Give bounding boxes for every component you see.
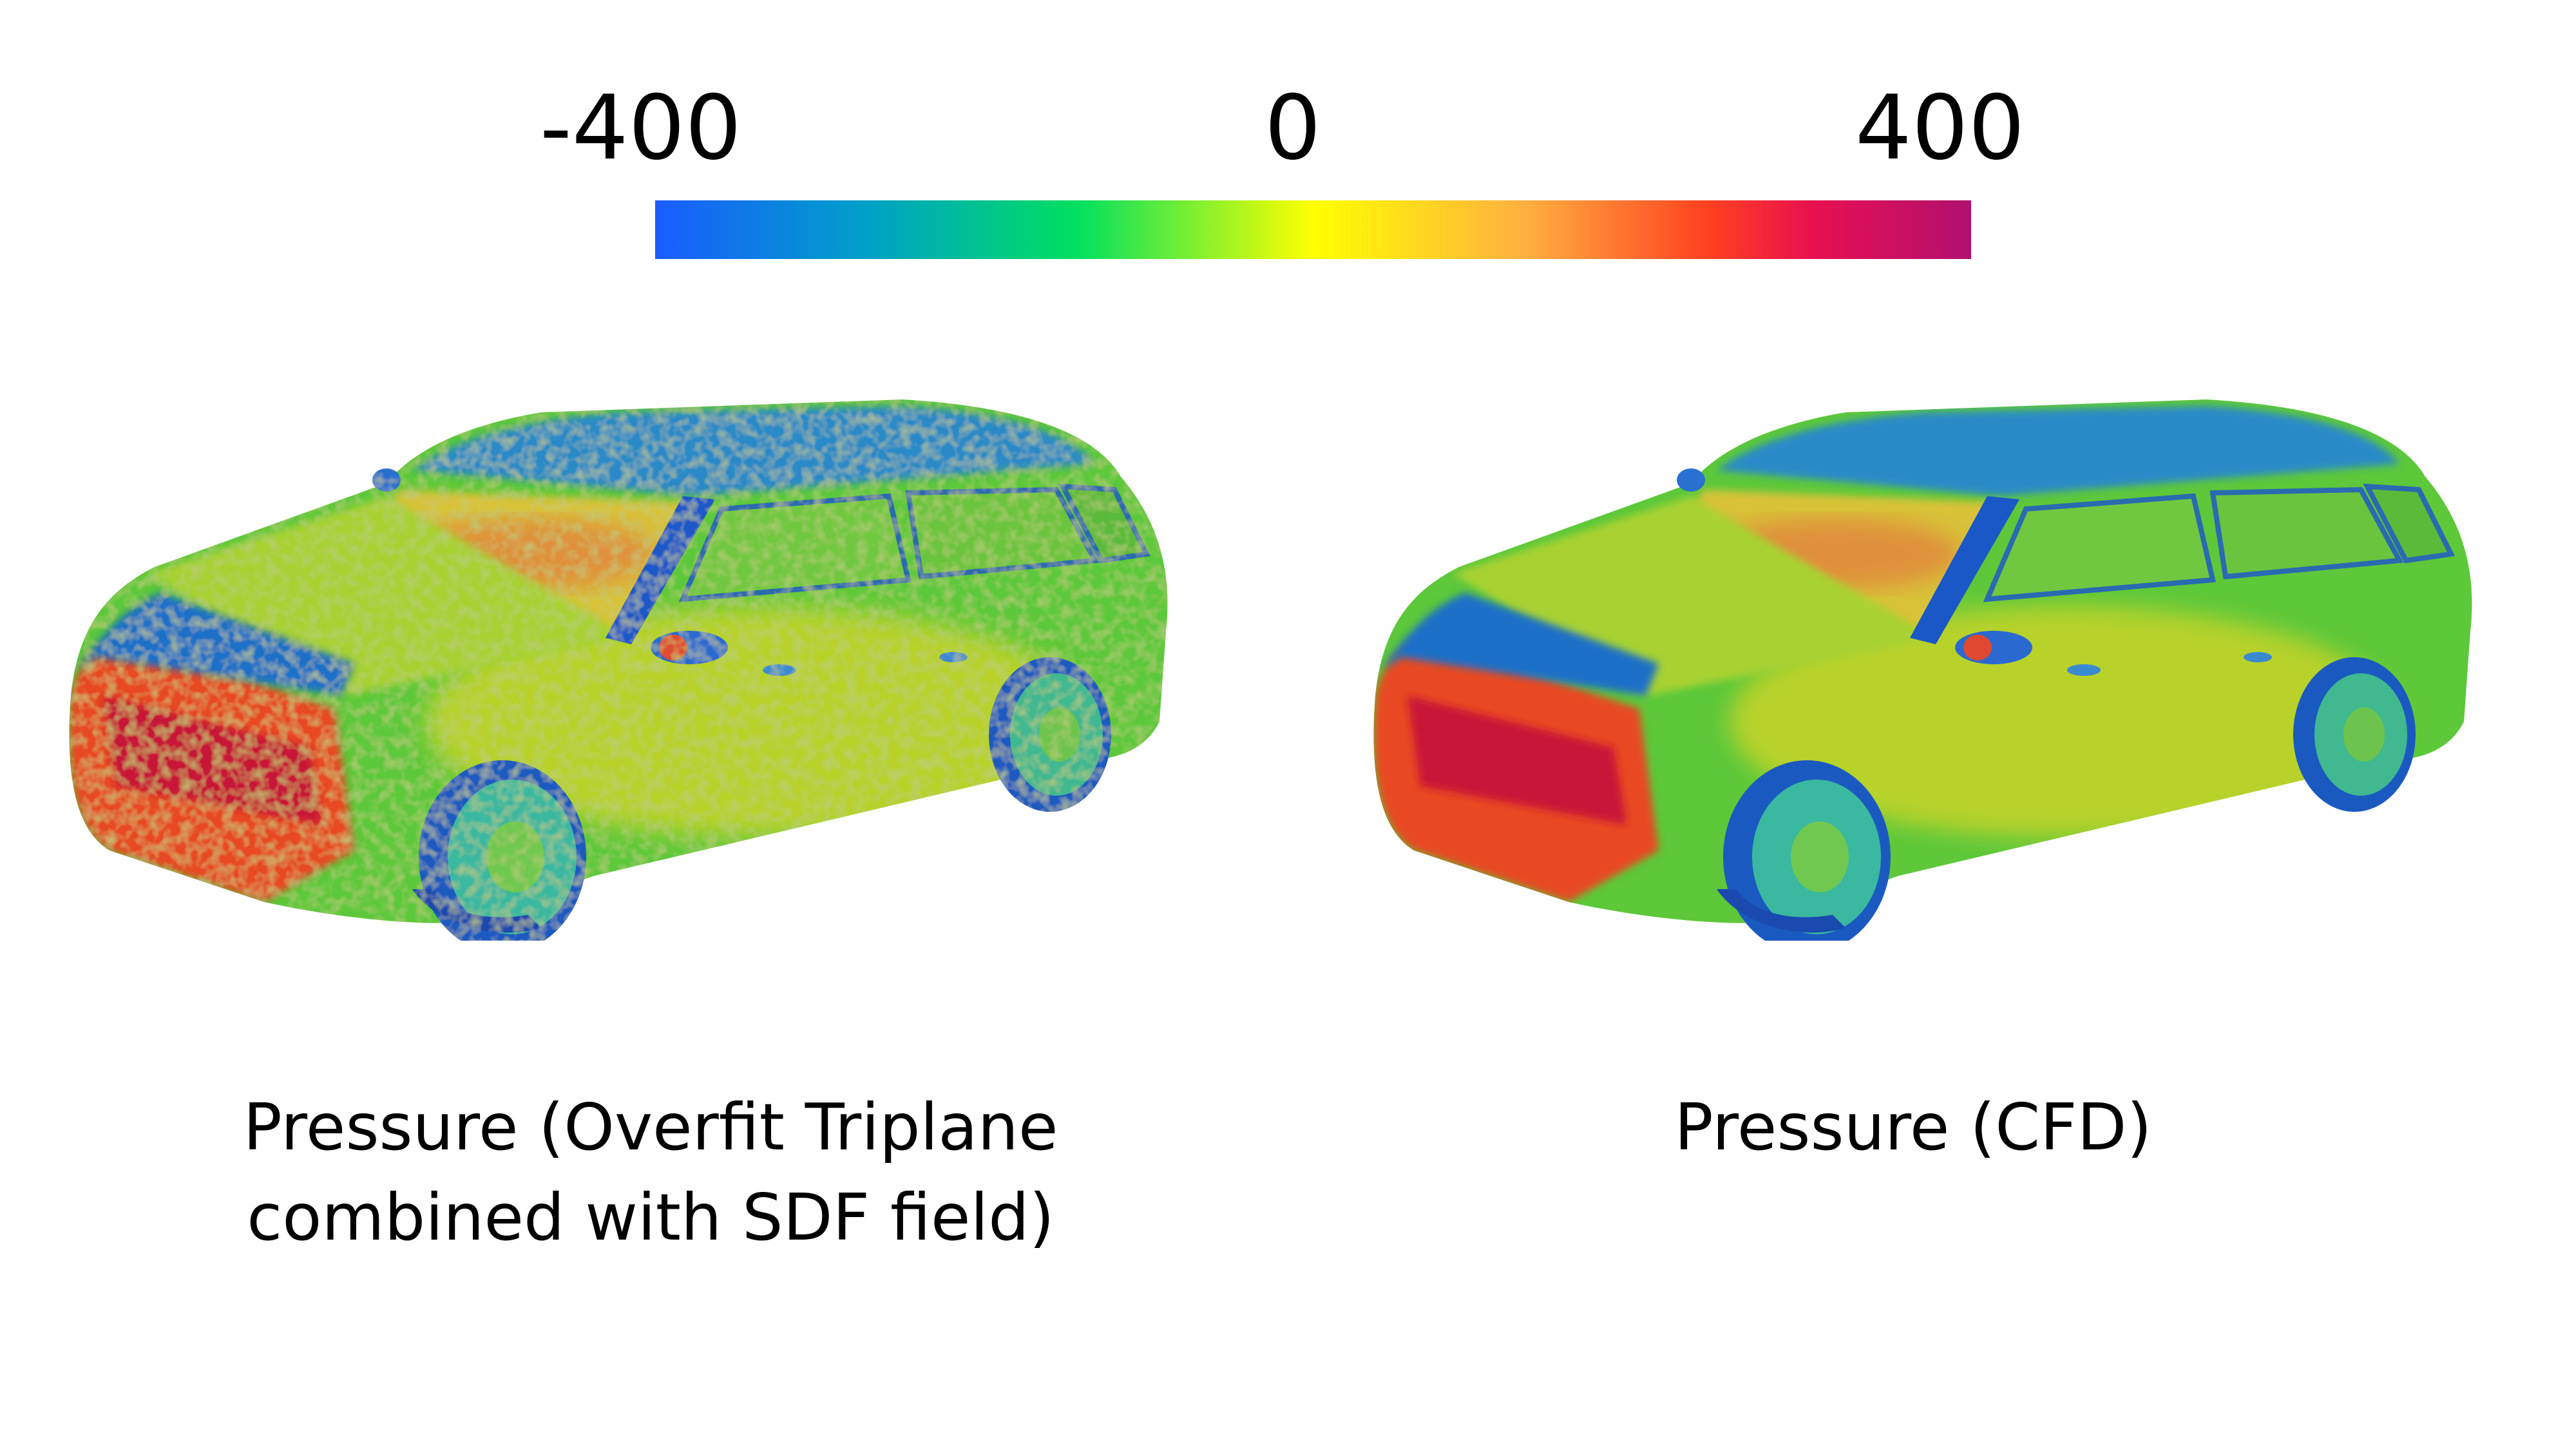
- caption-line: combined with SDF field): [247, 1180, 1054, 1255]
- car-pressure-overfit-triplane: [69, 399, 1168, 941]
- caption-line: Pressure (CFD): [1674, 1089, 2152, 1165]
- door-handle: [763, 664, 796, 676]
- car-a-pillar: [606, 496, 715, 644]
- car-pressure-cfd: [1373, 399, 2472, 941]
- colorbar: [655, 200, 1971, 259]
- caption-cfd: Pressure (CFD): [1527, 1082, 2300, 1173]
- car-rear-window: [905, 486, 1100, 580]
- car-roof: [412, 406, 1095, 496]
- car-side-window: [1983, 493, 2216, 602]
- door-handle: [2067, 664, 2101, 676]
- colorbar-mid-label: 0: [1264, 76, 1321, 180]
- car-roof: [1717, 406, 2399, 496]
- car-side-window: [678, 493, 911, 602]
- car-grille: [103, 696, 322, 825]
- car-grille: [1407, 696, 1627, 825]
- colorbar-max-label: 400: [1855, 76, 2025, 180]
- caption-line: Pressure (Overfit Triplane: [243, 1089, 1058, 1165]
- colorbar-min-label: -400: [540, 76, 742, 180]
- caption-overfit-triplane: Pressure (Overfit Triplane combined with…: [155, 1082, 1147, 1263]
- car-a-pillar: [1910, 496, 2019, 644]
- car-rear-window: [2209, 486, 2404, 580]
- door-handle: [2244, 652, 2272, 662]
- door-handle: [939, 652, 968, 662]
